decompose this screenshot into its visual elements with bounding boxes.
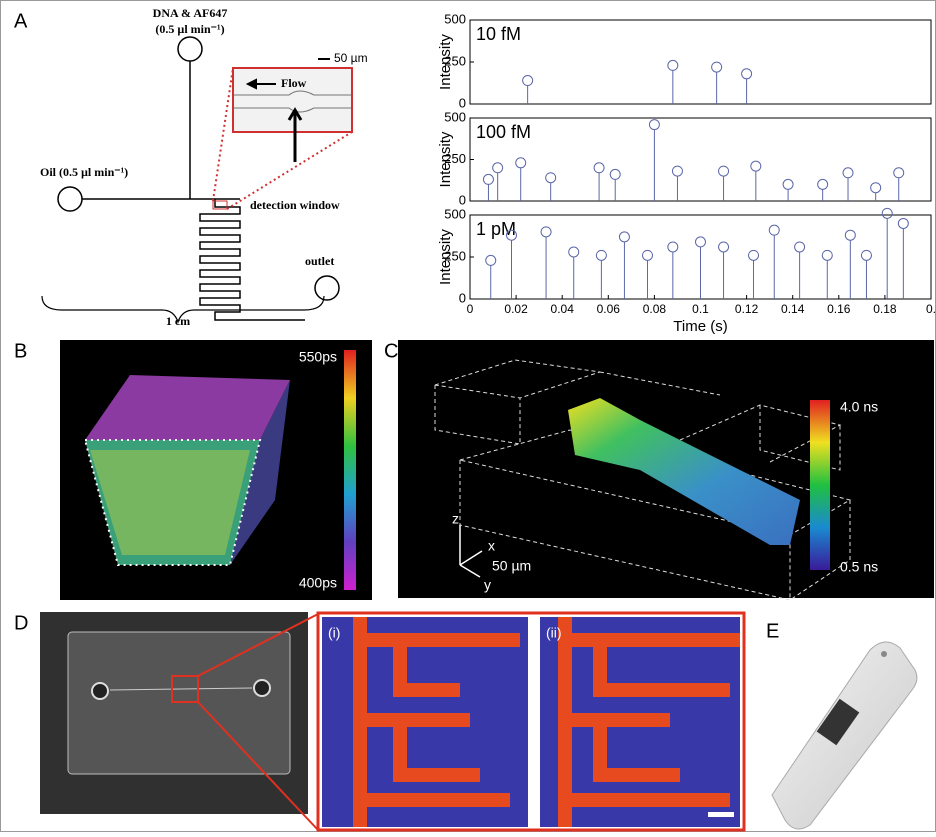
peak-marker — [516, 158, 526, 168]
peak-marker — [610, 169, 620, 179]
x-tick-label: 0.16 — [827, 302, 851, 316]
y-tick-label: 0 — [459, 192, 466, 207]
peak-marker — [712, 62, 722, 72]
peak-marker — [894, 168, 904, 178]
peak-marker — [861, 250, 871, 260]
sub-label: (i) — [328, 625, 340, 641]
colorbar-label: 550ps — [299, 349, 337, 365]
y-tick-label: 500 — [444, 206, 466, 221]
peak-marker — [649, 120, 659, 130]
peak-marker — [871, 183, 881, 193]
peak-marker — [672, 166, 682, 176]
panel-label: A — [14, 10, 28, 32]
chart-title: 10 fM — [476, 24, 521, 44]
colorbar-label: 400ps — [299, 575, 337, 591]
panel-label: E — [766, 620, 779, 642]
peak-marker — [719, 166, 729, 176]
chart-title: 1 pM — [476, 219, 516, 239]
colorbar — [344, 350, 356, 590]
panel-label: B — [14, 340, 27, 362]
diagram-label: 50 µm — [334, 51, 368, 65]
peak-marker — [596, 250, 606, 260]
peak-marker — [882, 208, 892, 218]
diagram-label: 1 cm — [166, 314, 190, 328]
device-hole — [881, 651, 887, 657]
x-tick-label: 0.06 — [597, 302, 621, 316]
sub-label: (ii) — [546, 625, 562, 641]
peak-marker — [822, 250, 832, 260]
peak-marker — [483, 174, 493, 184]
peak-marker — [749, 250, 759, 260]
y-tick-label: 500 — [444, 11, 466, 26]
axis-glyph-label: x — [488, 538, 495, 554]
peak-marker — [619, 232, 629, 242]
scale-label: 50 µm — [492, 558, 531, 574]
device — [772, 642, 917, 829]
x-tick-label: 0.02 — [504, 302, 528, 316]
diagram-label: DNA & AF647 — [153, 6, 228, 20]
peak-marker — [696, 237, 706, 247]
peak-marker — [594, 163, 604, 173]
colorbar — [810, 400, 830, 570]
peak-marker — [795, 242, 805, 252]
figure: A DNA & AF647 (0.5 µl min⁻¹) 50 µm Flow … — [0, 0, 936, 832]
x-tick-label: 0.1 — [692, 302, 709, 316]
port — [92, 683, 108, 699]
peak-marker — [523, 76, 533, 86]
panel-label: D — [14, 612, 28, 634]
y-tick-label: 500 — [444, 109, 466, 124]
y-axis-label: Intensity — [437, 34, 454, 90]
panel-label: C — [384, 340, 398, 362]
diagram-label: outlet — [305, 254, 334, 268]
x-tick-label: 0.14 — [781, 302, 805, 316]
chart-title: 100 fM — [476, 122, 531, 142]
peak-marker — [845, 230, 855, 240]
x-tick-label: 0. — [926, 302, 936, 316]
peak-marker — [569, 247, 579, 257]
x-tick-label: 0.08 — [643, 302, 667, 316]
peak-marker — [642, 250, 652, 260]
peak-marker — [493, 163, 503, 173]
colorbar-label: 0.5 ns — [840, 559, 878, 575]
diagram-label: detection window — [250, 198, 340, 212]
x-tick-label: 0.18 — [873, 302, 897, 316]
arrow — [289, 110, 301, 162]
peak-marker — [751, 161, 761, 171]
plot-area — [470, 118, 931, 201]
peak-marker — [783, 179, 793, 189]
colorbar-label: 4.0 ns — [840, 399, 878, 415]
y-axis-label: Intensity — [437, 229, 454, 285]
scale-bar — [708, 812, 734, 817]
x-tick-label: 0.12 — [735, 302, 759, 316]
peak-marker — [769, 225, 779, 235]
axis-glyph-label: z — [452, 511, 459, 527]
x-tick-label: 0 — [467, 302, 474, 316]
peak-marker — [742, 69, 752, 79]
peak-marker — [668, 242, 678, 252]
peak-marker — [486, 255, 496, 265]
diagram-label: (0.5 µl min⁻¹) — [155, 22, 224, 36]
diagram-label: Flow — [281, 76, 307, 90]
peak-marker — [719, 242, 729, 252]
peak-marker — [818, 179, 828, 189]
peak-marker — [541, 227, 551, 237]
y-tick-label: 0 — [459, 290, 466, 305]
port — [254, 680, 270, 696]
x-axis-label: Time (s) — [673, 318, 727, 335]
peak-marker — [668, 60, 678, 70]
peak-marker — [898, 218, 908, 228]
diagram-label: Oil (0.5 µl min⁻¹) — [40, 165, 128, 179]
peak-marker — [843, 168, 853, 178]
plot-area — [470, 20, 931, 104]
y-axis-label: Intensity — [437, 131, 454, 187]
y-tick-label: 0 — [459, 95, 466, 110]
peak-marker — [546, 173, 556, 183]
axis-glyph-label: y — [484, 577, 491, 593]
x-tick-label: 0.04 — [551, 302, 575, 316]
